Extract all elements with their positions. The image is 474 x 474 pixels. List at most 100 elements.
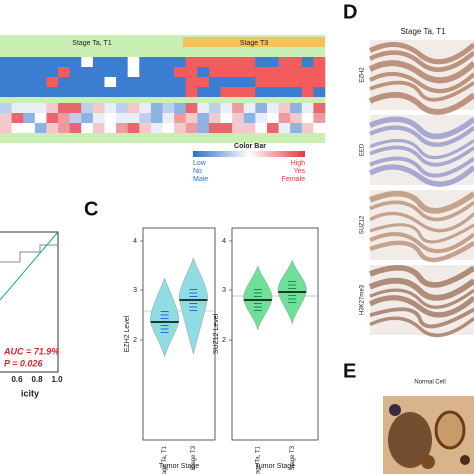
tissue-fold bbox=[368, 42, 474, 65]
heatmap-cell bbox=[0, 113, 12, 123]
heatmap-cell bbox=[197, 67, 210, 77]
heatmap bbox=[0, 35, 326, 143]
panel-letter: D bbox=[343, 1, 357, 23]
heatmap-cell bbox=[139, 103, 152, 113]
tissue-fold bbox=[369, 80, 474, 102]
heatmap-cell bbox=[116, 103, 128, 113]
row-label: SUZ12 bbox=[360, 215, 366, 234]
row-label: H3K27me3 bbox=[360, 284, 366, 315]
heatmap-cell bbox=[162, 113, 175, 123]
heatmap-cell bbox=[116, 77, 128, 87]
auc-label: AUC = 71.9% bbox=[3, 346, 59, 356]
heatmap-cell bbox=[139, 77, 152, 87]
heatmap-cell bbox=[220, 123, 233, 133]
heatmap-cell bbox=[104, 57, 117, 67]
heatmap-cell bbox=[23, 67, 36, 77]
heatmap-cell bbox=[162, 67, 175, 77]
x-tick-label: Stage Ta, T1 bbox=[255, 445, 261, 474]
heatmap-cell bbox=[46, 103, 59, 113]
heatmap-cell bbox=[185, 113, 198, 123]
heatmap-cell bbox=[92, 57, 105, 67]
heatmap-cell bbox=[313, 57, 326, 67]
heatmap-cell bbox=[0, 57, 12, 67]
color-bar-label: Yes bbox=[294, 168, 306, 175]
panel-title: Normal Cell bbox=[414, 380, 445, 386]
heatmap-cell bbox=[127, 57, 140, 67]
heatmap-cell bbox=[23, 103, 36, 113]
heatmap-cell bbox=[150, 67, 163, 77]
heatmap-cell bbox=[69, 103, 82, 113]
y-tick-label: 2 bbox=[133, 337, 137, 344]
y-tick-label: 3 bbox=[133, 287, 137, 294]
heatmap-cell bbox=[278, 103, 291, 113]
heatmap-cell bbox=[185, 77, 198, 87]
heatmap-cell bbox=[162, 77, 175, 87]
heatmap-cell bbox=[139, 113, 152, 123]
x-tick-label: Stage T3 bbox=[191, 445, 197, 470]
y-tick-label: 3 bbox=[222, 287, 226, 294]
tissue-fold bbox=[369, 50, 474, 72]
heatmap-cell bbox=[0, 103, 12, 113]
plot-frame bbox=[231, 227, 319, 441]
heatmap-cell bbox=[34, 77, 47, 87]
heatmap-cell bbox=[104, 103, 117, 113]
heatmap-cell bbox=[104, 77, 117, 87]
heatmap-cell bbox=[243, 103, 256, 113]
heatmap-cell bbox=[116, 57, 128, 67]
heatmap-cell bbox=[81, 103, 94, 113]
heatmap-cell bbox=[11, 67, 24, 77]
heatmap-cell bbox=[220, 67, 233, 77]
tissue-fold bbox=[369, 265, 474, 288]
tissue-fold bbox=[368, 164, 474, 187]
tissue-fold bbox=[368, 60, 474, 84]
heatmap-cell bbox=[185, 103, 198, 113]
heatmap-cell bbox=[139, 57, 152, 67]
heatmap-cell bbox=[185, 123, 198, 133]
heatmap-cell bbox=[232, 123, 245, 133]
heatmap-cell bbox=[58, 103, 70, 113]
group-label: Stage T3 bbox=[240, 40, 268, 47]
heatmap-cell bbox=[23, 77, 36, 87]
plot-frame bbox=[142, 227, 216, 441]
heatmap-cell bbox=[11, 77, 24, 87]
heatmap-cell bbox=[313, 87, 326, 97]
heatmap-cell bbox=[290, 113, 303, 123]
violin bbox=[243, 265, 273, 331]
heatmap-cell bbox=[58, 113, 70, 123]
heatmap-cell bbox=[174, 103, 187, 113]
heatmap-cell bbox=[208, 87, 221, 97]
violin bbox=[179, 257, 208, 355]
heatmap-cell bbox=[301, 113, 314, 123]
color-bar-labels: Low High No Yes Male Female bbox=[193, 160, 305, 183]
heatmap-cell bbox=[290, 103, 303, 113]
heatmap-cell bbox=[58, 57, 70, 67]
tissue-fold bbox=[368, 277, 474, 301]
heatmap-cell bbox=[81, 87, 94, 97]
heatmap-cell bbox=[266, 87, 279, 97]
heatmap-cell bbox=[174, 57, 187, 67]
heatmap-cell bbox=[313, 123, 326, 133]
heatmap-cell bbox=[139, 123, 152, 133]
ihc-images: EZH2 EED SUZ12 H3K27me3 bbox=[360, 40, 474, 338]
heatmap-cell bbox=[278, 57, 291, 67]
heatmap-cell bbox=[162, 87, 175, 97]
color-bar bbox=[193, 151, 305, 157]
tissue-fold bbox=[369, 145, 474, 167]
x-tick-label: Stage Ta, T1 bbox=[162, 445, 168, 474]
heatmap-cell bbox=[197, 113, 210, 123]
heatmap-cell bbox=[58, 67, 70, 77]
heatmap-cell bbox=[290, 57, 303, 67]
heatmap-cell bbox=[197, 77, 210, 87]
heatmap-cell bbox=[116, 87, 128, 97]
heatmap-cell bbox=[232, 57, 245, 67]
heatmap-cell bbox=[301, 77, 314, 87]
heatmap-cell bbox=[255, 103, 268, 113]
tissue-fold bbox=[369, 125, 474, 147]
heatmap-cell bbox=[301, 87, 314, 97]
heatmap-cell bbox=[150, 123, 163, 133]
heatmap-cell bbox=[232, 67, 245, 77]
heatmap-cell bbox=[313, 113, 326, 123]
heatmap-cell bbox=[92, 123, 105, 133]
heatmap-cell bbox=[185, 57, 198, 67]
